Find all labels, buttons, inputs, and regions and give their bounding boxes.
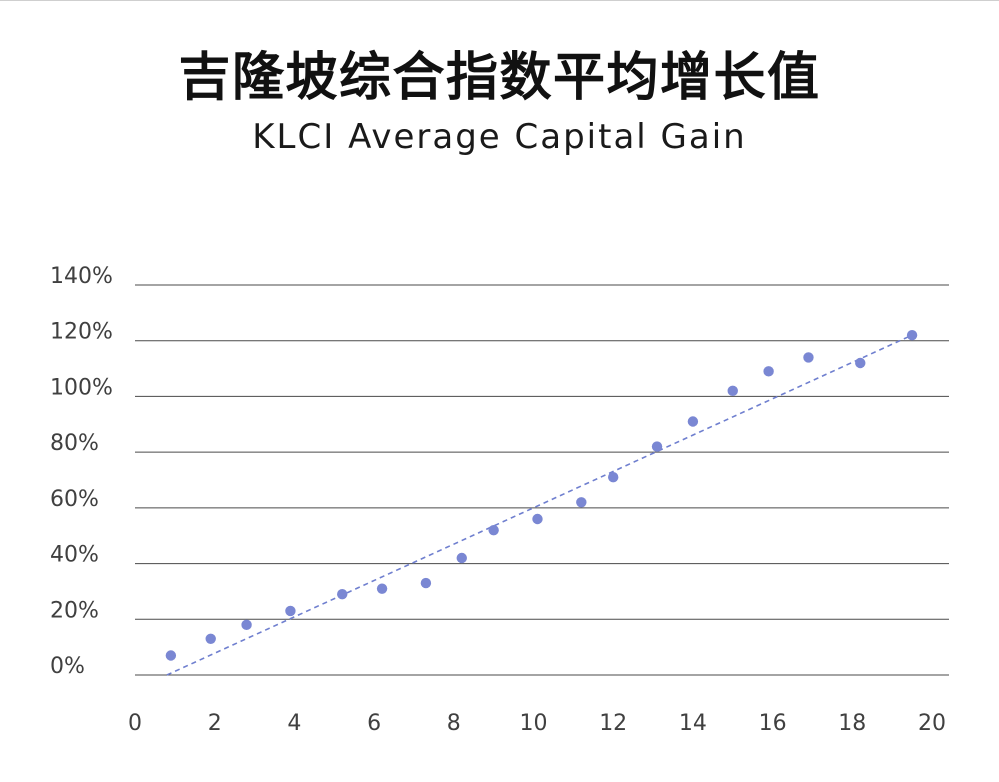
y-tick-label-60: 60% — [50, 487, 99, 512]
data-point-11 — [576, 497, 587, 508]
data-point-14 — [687, 416, 699, 427]
x-tick-label-4: 4 — [287, 711, 301, 736]
chart-subtitle: KLCI Average Capital Gain — [252, 117, 747, 157]
data-point-12 — [608, 472, 619, 483]
data-point-4 — [285, 605, 296, 617]
x-tick-label-2: 2 — [208, 711, 222, 736]
x-axis-tick-labels: 0 2 4 6 8 10 12 14 16 18 20 — [128, 711, 946, 736]
y-tick-label-0: 0% — [50, 654, 85, 679]
y-tick-label-120: 120% — [50, 320, 113, 345]
data-point-3 — [241, 619, 252, 631]
data-point-5 — [337, 589, 348, 600]
data-point-18 — [855, 357, 866, 369]
data-point-8 — [456, 552, 467, 564]
data-point-19 — [906, 329, 918, 341]
chart-title: 吉隆坡综合指数平均增长值 — [178, 48, 821, 108]
data-point-17 — [803, 352, 814, 363]
data-point-13 — [651, 441, 663, 452]
y-tick-label-40: 40% — [50, 543, 99, 568]
trendline-group — [166, 334, 913, 676]
data-point-1 — [165, 650, 177, 661]
data-point-15 — [727, 385, 738, 397]
x-tick-label-20: 20 — [918, 711, 946, 736]
x-tick-label-6: 6 — [367, 711, 381, 736]
x-tick-label-14: 14 — [679, 711, 707, 736]
x-tick-label-18: 18 — [838, 711, 866, 736]
data-point-6 — [376, 583, 388, 594]
data-point-2 — [205, 633, 216, 644]
data-point-9 — [488, 524, 499, 536]
x-tick-label-0: 0 — [128, 711, 142, 736]
y-tick-label-100: 100% — [50, 375, 113, 400]
y-tick-label-80: 80% — [50, 431, 99, 456]
x-tick-label-16: 16 — [759, 711, 787, 736]
data-point-10 — [532, 513, 543, 525]
trendline — [166, 334, 913, 676]
data-point-16 — [763, 366, 774, 377]
y-tick-label-140: 140% — [50, 264, 113, 289]
y-axis-tick-labels: 0% 20% 40% 60% 80% 100% 120% 140% — [50, 264, 113, 679]
grid-lines — [135, 284, 949, 676]
y-tick-label-20: 20% — [50, 598, 99, 623]
x-tick-label-8: 8 — [447, 711, 461, 736]
data-point-7 — [420, 577, 432, 589]
top-divider — [0, 0, 999, 1]
data-points — [165, 329, 918, 661]
x-tick-label-12: 12 — [599, 711, 627, 736]
x-tick-label-10: 10 — [520, 711, 548, 736]
